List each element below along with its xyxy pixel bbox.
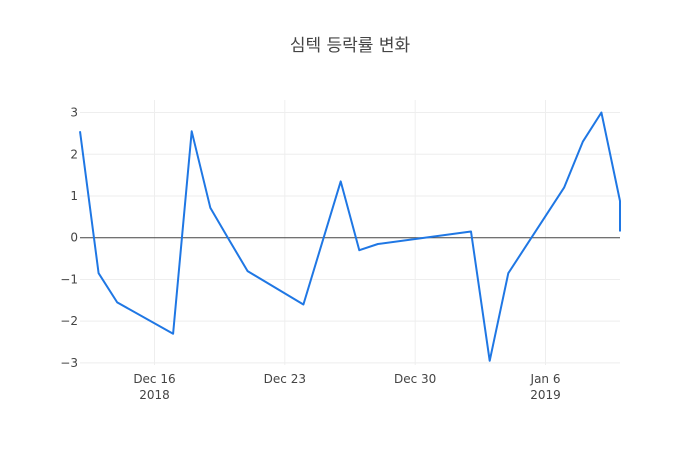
y-tick-label: −2	[60, 314, 78, 328]
x-tick-year-label: 2019	[530, 388, 561, 402]
chart-title: 심텍 등락률 변화	[289, 36, 411, 56]
y-tick-label: 2	[70, 147, 78, 161]
y-tick-label: 1	[70, 189, 78, 203]
y-tick-label: 0	[70, 231, 78, 245]
y-tick-label: 3	[70, 106, 78, 120]
series-line	[79, 111, 621, 362]
x-tick-label: Dec 16	[133, 372, 175, 386]
x-tick-label: Jan 6	[530, 372, 561, 386]
y-tick-label: −3	[60, 356, 78, 370]
x-tick-year-label: 2018	[139, 388, 170, 402]
x-tick-label: Dec 30	[394, 372, 436, 386]
y-tick-label: −1	[60, 272, 78, 286]
x-tick-label: Dec 23	[264, 372, 306, 386]
